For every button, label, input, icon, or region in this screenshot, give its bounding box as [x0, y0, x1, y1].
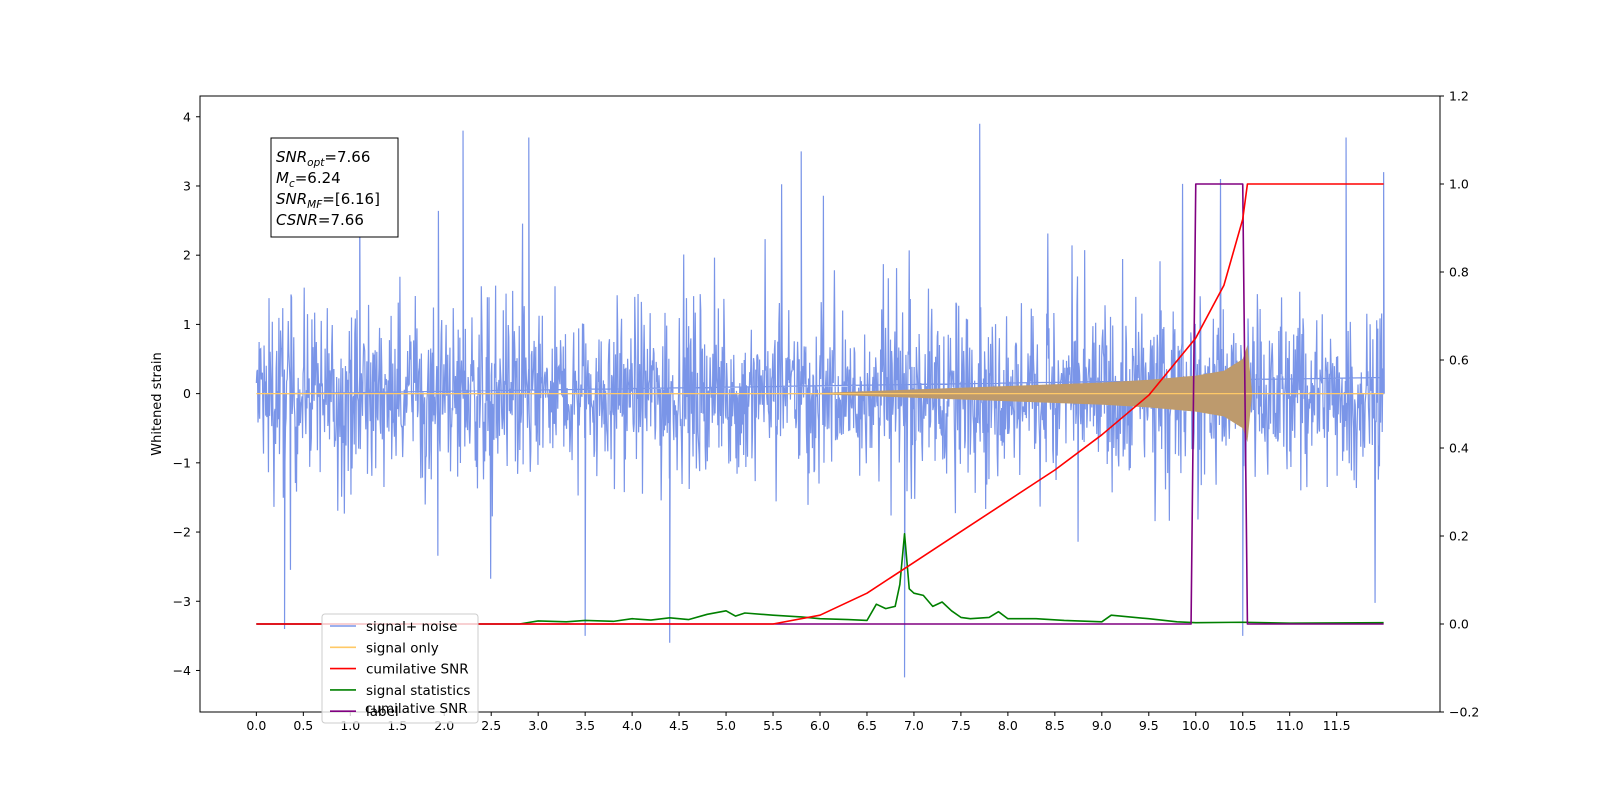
- x-tick-label: 6.5: [857, 718, 877, 733]
- y-left-tick-label: −1: [173, 455, 191, 470]
- plot-area: [255, 123, 1385, 678]
- annotation-frame: [270, 137, 399, 238]
- y-right-tick-label: 0.2: [1449, 529, 1469, 544]
- series-label: [256, 183, 1384, 625]
- x-tick-label: 5.5: [763, 718, 783, 733]
- x-tick-label: 10.5: [1229, 718, 1257, 733]
- y-left-tick-label: 1: [183, 317, 191, 332]
- y-axis-left: −4 −3 −2 −1 0 1 2 3 4: [173, 109, 200, 678]
- annotation-line: Mc=6.24: [276, 169, 341, 190]
- y-left-tick-label: −4: [173, 663, 191, 678]
- y-left-tick-label: 2: [183, 248, 191, 263]
- y-left-tick-label: −2: [173, 525, 191, 540]
- y-right-tick-label: 1.0: [1449, 177, 1469, 192]
- y-left-tick-label: 4: [183, 109, 191, 124]
- legend-label: signal statistics: [366, 683, 470, 699]
- y-axis-right: −0.2 0.0 0.2 0.4 0.6 0.8 1.0 1.2: [1440, 89, 1479, 720]
- legend-ghost-text: cumilative SNR: [365, 701, 468, 717]
- y-right-tick-label: 0.8: [1449, 265, 1469, 280]
- x-tick-label: 5.0: [716, 718, 736, 733]
- y-right-tick-label: 0.0: [1449, 617, 1469, 632]
- legend-frame: [321, 613, 479, 724]
- x-tick-label: 8.5: [1045, 718, 1065, 733]
- series-signal-statistics: [256, 533, 1384, 625]
- series-cumulative-snr: [256, 183, 1384, 625]
- x-tick-label: 9.0: [1092, 718, 1112, 733]
- x-tick-label: 7.5: [951, 718, 971, 733]
- y-right-tick-label: 1.2: [1449, 89, 1469, 104]
- y-right-tick-label: 0.6: [1449, 353, 1469, 368]
- legend-label: cumilative SNR: [366, 662, 469, 678]
- x-tick-label: 0.5: [293, 718, 313, 733]
- y-right-tick-label: 0.4: [1449, 441, 1469, 456]
- legend-label: label: [366, 704, 399, 720]
- x-tick-label: 4.0: [622, 718, 642, 733]
- x-tick-label: 3.5: [575, 718, 595, 733]
- x-tick-label: 3.0: [528, 718, 548, 733]
- x-tick-label: 11.5: [1323, 718, 1351, 733]
- x-tick-label: 10.0: [1182, 718, 1210, 733]
- x-tick-label: 6.0: [810, 718, 830, 733]
- x-tick-label: 0.0: [246, 718, 266, 733]
- legend-label: signal+ noise: [366, 619, 457, 635]
- legend-label: signal only: [366, 640, 439, 656]
- annotation-line: CSNR=7.66: [276, 211, 364, 229]
- y-left-tick-label: −3: [173, 594, 191, 609]
- y-left-tick-label: 3: [183, 178, 191, 193]
- annotation-line: SNRMF=[6.16]: [276, 190, 380, 211]
- series-signal-noise: [255, 123, 1385, 678]
- legend: cumilative SNR signal+ noise signal only cu…: [321, 613, 479, 724]
- x-tick-label: 4.5: [669, 718, 689, 733]
- x-tick-label: 8.0: [998, 718, 1018, 733]
- x-tick-label: 11.0: [1276, 718, 1304, 733]
- x-tick-label: 2.5: [481, 718, 501, 733]
- annotation-line: SNRopt=7.66: [276, 148, 370, 169]
- x-tick-label: 7.0: [904, 718, 924, 733]
- x-tick-label: 9.5: [1139, 718, 1159, 733]
- y-left-tick-label: 0: [183, 386, 191, 401]
- y-axis-left-label: Whitened strain: [150, 352, 165, 455]
- y-right-tick-label: −0.2: [1449, 705, 1479, 720]
